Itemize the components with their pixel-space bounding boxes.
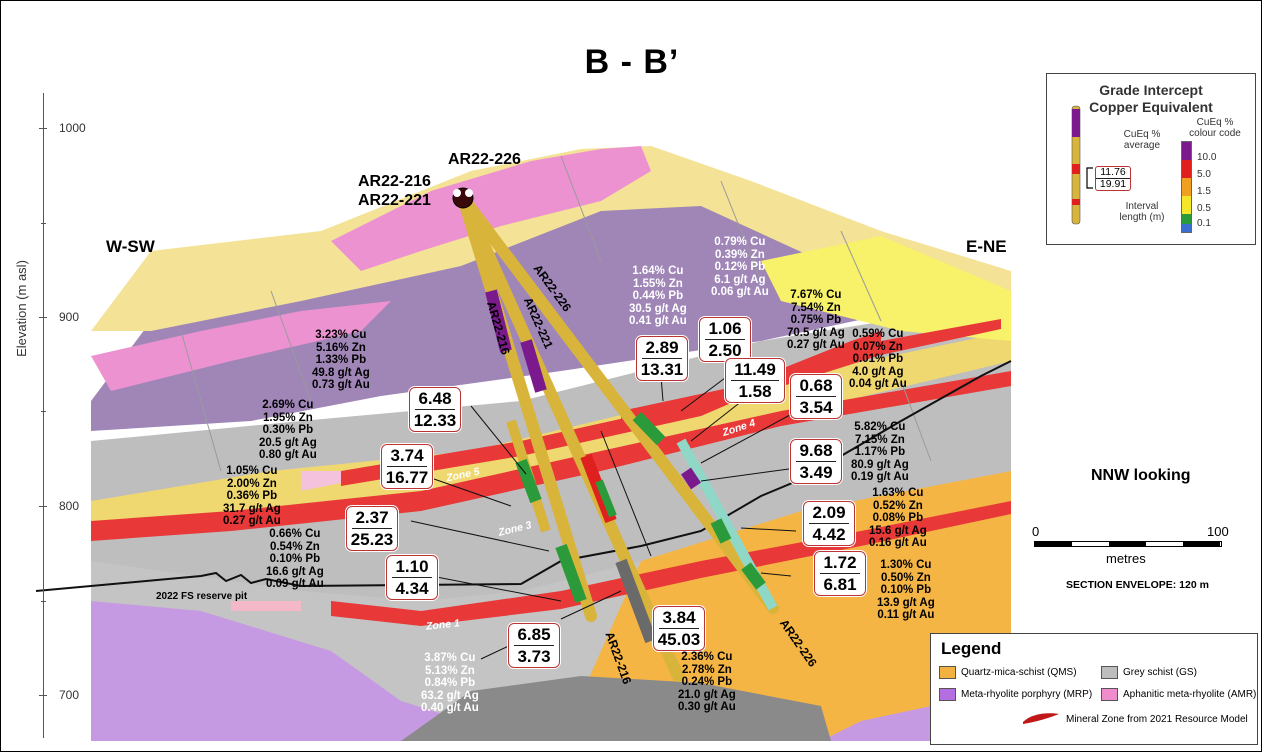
grade-text: 5.82% Cu 7.15% Zn 1.17% Pb 80.9 g/t Ag 0.19 … xyxy=(851,421,909,483)
intercept-box: 3.84 45.03 xyxy=(653,606,705,651)
axis-tick xyxy=(39,506,47,507)
dark-grey-bottom xyxy=(401,676,831,741)
scale-value: 1.5 xyxy=(1197,186,1211,197)
scale-bar xyxy=(1034,541,1222,547)
colour-scale-bar xyxy=(1181,141,1192,233)
grade-legend: Grade Intercept Copper Equivalent CuEq %… xyxy=(1046,73,1256,245)
avg-label: CuEq % average xyxy=(1123,129,1161,151)
direction-left: W-SW xyxy=(106,237,155,256)
axis-tick xyxy=(39,128,47,129)
elevation-axis xyxy=(43,93,44,738)
intercept-box: 3.74 16.77 xyxy=(381,444,433,489)
grade-legend-subtitle: Copper Equivalent xyxy=(1089,99,1213,115)
elevation-axis-label: Elevation (m asl) xyxy=(13,260,29,357)
axis-tick-label: 700 xyxy=(59,688,80,702)
axis-tick-label: 800 xyxy=(59,499,80,513)
interval-label: Interval length (m) xyxy=(1119,201,1165,223)
zone-3-shape xyxy=(91,371,1011,541)
grade-text: 0.79% Cu 0.39% Zn 0.12% Pb 6.1 g/t Ag 0.06 g… xyxy=(711,236,769,298)
collar-label: AR22-221 xyxy=(358,192,431,209)
legend-swatch-gs xyxy=(1101,666,1118,679)
scale-max: 100 xyxy=(1207,524,1229,539)
intercept-box: 11.49 1.58 xyxy=(725,358,785,403)
colour-code-label: CuEq % colour code xyxy=(1189,117,1241,139)
intercept-box: 2.37 25.23 xyxy=(346,506,398,551)
mrp-lower xyxy=(91,601,481,741)
grade-text: 1.63% Cu 0.52% Zn 0.08% Pb 15.6 g/t Ag 0.16 … xyxy=(869,487,927,549)
grade-text: 3.23% Cu 5.16% Zn 1.33% Pb 49.8 g/t Ag 0.73 … xyxy=(312,329,370,391)
intercept-box: 0.68 3.54 xyxy=(790,374,842,419)
grade-text: 3.87% Cu 5.13% Zn 0.84% Pb 63.2 g/t Ag 0.40 … xyxy=(421,652,479,714)
grade-text: 0.66% Cu 0.54% Zn 0.10% Pb 16.6 g/t Ag 0.09 … xyxy=(266,528,324,590)
lithology-legend: Legend Quartz-mica-schist (QMS) Grey sch… xyxy=(930,633,1258,745)
section-title: B - B’ xyxy=(584,43,680,81)
intercept-box: 9.68 3.49 xyxy=(790,439,842,484)
intercept-box: 6.85 3.73 xyxy=(508,623,560,668)
legend-title: Legend xyxy=(941,639,1002,658)
zone-4-shape xyxy=(621,319,1001,421)
axis-tick-label: 1000 xyxy=(59,121,86,135)
scale-value: 10.0 xyxy=(1197,152,1217,163)
example-intercept: 11.76 19.91 xyxy=(1095,166,1131,191)
mineral-zone-icon xyxy=(1023,713,1059,724)
qms-upper xyxy=(91,146,1011,331)
bracket-icon xyxy=(1086,167,1093,189)
drill-holes xyxy=(457,192,779,682)
intercept-box: 1.72 6.81 xyxy=(814,551,866,596)
scale-min: 0 xyxy=(1032,524,1040,539)
scale-unit: metres xyxy=(1106,551,1146,566)
grade-text: 1.64% Cu 1.55% Zn 0.44% Pb 30.5 g/t Ag 0.41 … xyxy=(629,265,687,327)
grade-text: 0.59% Cu 0.07% Zn 0.01% Pb 4.0 g/t Ag 0.04 g… xyxy=(849,328,907,390)
intercept-box: 1.10 4.34 xyxy=(386,555,438,600)
grade-text: 1.05% Cu 2.00% Zn 0.36% Pb 31.7 g/t Ag 0.27 … xyxy=(223,465,281,527)
zone-1-light xyxy=(231,601,301,611)
legend-item-mineral-zone: Mineral Zone from 2021 Resource Model xyxy=(1066,714,1248,725)
collar-label: AR22-216 xyxy=(358,173,431,190)
intercept-box: 1.06 2.50 xyxy=(699,317,751,362)
legend-swatch-mrp xyxy=(939,688,956,701)
fault-lines xyxy=(180,155,932,472)
legend-item-amr: Aphanitic meta-rhyolite (AMR) xyxy=(1123,689,1257,700)
amr-left xyxy=(91,301,391,391)
collar-label: AR22-226 xyxy=(448,151,521,168)
axis-tick-label: 900 xyxy=(59,310,80,324)
grade-legend-title: Grade Intercept xyxy=(1099,82,1203,98)
qms-bright xyxy=(761,236,1011,341)
scale-value: 5.0 xyxy=(1197,169,1211,180)
intercept-box: 6.48 12.33 xyxy=(409,387,461,432)
reserve-pit-line xyxy=(35,360,1012,592)
legend-item-gs: Grey schist (GS) xyxy=(1123,667,1197,678)
scale-value: 0.1 xyxy=(1197,218,1211,229)
reserve-pit-label: 2022 FS reserve pit xyxy=(156,591,248,602)
intercept-box: 2.89 13.31 xyxy=(636,336,688,381)
view-direction: NNW looking xyxy=(1091,467,1191,484)
axis-tick xyxy=(39,317,47,318)
grade-text: 1.30% Cu 0.50% Zn 0.10% Pb 13.9 g/t Ag 0.11 … xyxy=(877,559,935,621)
mrp-lower-right xyxy=(821,706,931,741)
grade-text: 7.67% Cu 7.54% Zn 0.75% Pb 70.5 g/t Ag 0.27 … xyxy=(787,289,845,351)
direction-right: E-NE xyxy=(966,237,1007,256)
axis-tick xyxy=(39,695,47,696)
example-hole-icon xyxy=(1071,105,1081,225)
legend-item-mrp: Meta-rhyolite porphyry (MRP) xyxy=(961,689,1093,700)
legend-swatch-qms xyxy=(939,666,956,679)
grade-text: 2.36% Cu 2.78% Zn 0.24% Pb 21.0 g/t Ag 0.30 … xyxy=(678,651,736,713)
section-envelope: SECTION ENVELOPE: 120 m xyxy=(1066,579,1209,591)
zone-1-shape xyxy=(331,501,1011,626)
scale-value: 0.5 xyxy=(1197,203,1211,214)
amr-top xyxy=(331,146,651,271)
legend-item-qms: Quartz-mica-schist (QMS) xyxy=(961,667,1077,678)
grade-text: 2.69% Cu 1.95% Zn 0.30% Pb 20.5 g/t Ag 0.80 … xyxy=(259,399,317,461)
intercept-box: 2.09 4.42 xyxy=(803,501,855,546)
legend-swatch-amr xyxy=(1101,688,1118,701)
